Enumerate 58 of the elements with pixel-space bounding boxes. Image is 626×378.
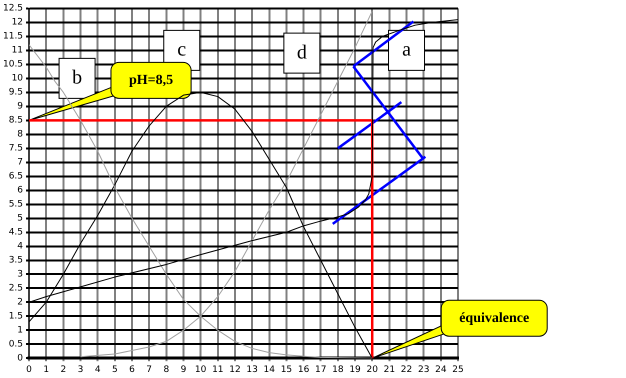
x-tick-label: 24 xyxy=(435,364,447,375)
annotation: a xyxy=(402,38,412,61)
annotation: d xyxy=(296,41,307,64)
y-tick-label: 2.5 xyxy=(8,284,24,294)
annotation: pH=8,5 xyxy=(128,72,174,88)
y-tick-label: 7.5 xyxy=(8,144,24,154)
x-tick-label: 4 xyxy=(94,364,101,375)
x-tick-label: 5 xyxy=(112,364,118,375)
annotation: c xyxy=(177,38,186,61)
y-tick-label: 12 xyxy=(12,18,24,28)
x-tick-label: 22 xyxy=(400,364,412,375)
x-tick-label: 21 xyxy=(384,364,396,375)
y-tick-label: 9.5 xyxy=(8,88,24,98)
y-tick-label: 11 xyxy=(12,46,24,56)
annotation: b xyxy=(72,66,82,89)
y-tick-label: 12.5 xyxy=(2,4,24,14)
y-tick-label: 11.5 xyxy=(2,32,24,42)
x-tick-label: 7 xyxy=(146,364,152,375)
y-tick-label: 3.5 xyxy=(8,256,24,266)
x-tick-label: 1 xyxy=(43,364,50,375)
y-tick-label: 4.5 xyxy=(8,228,24,238)
y-tick-label: 1.5 xyxy=(8,312,24,322)
x-tick-label: 6 xyxy=(129,364,136,375)
y-tick-label: 2 xyxy=(17,298,24,308)
x-tick-label: 19 xyxy=(349,364,362,375)
y-tick-label: 0 xyxy=(17,354,24,364)
y-tick-label: 9 xyxy=(17,102,24,112)
y-tick-label: 3 xyxy=(17,270,24,280)
x-tick-label: 10 xyxy=(194,364,207,375)
x-tick-label: 0 xyxy=(26,364,32,375)
x-tick-label: 2 xyxy=(60,364,66,375)
x-tick-label: 8 xyxy=(163,364,170,375)
y-tick-label: 6.5 xyxy=(8,172,24,182)
y-tick-label: 5 xyxy=(17,214,24,224)
y-tick-label: 5.5 xyxy=(8,200,24,210)
y-tick-label: 8.5 xyxy=(8,116,24,126)
x-tick-label: 11 xyxy=(212,364,224,375)
y-tick-label: 6 xyxy=(17,186,24,196)
x-tick-label: 16 xyxy=(298,364,310,375)
annotation: équivalence xyxy=(459,310,530,326)
y-tick-label: 10 xyxy=(12,74,24,84)
x-tick-label: 3 xyxy=(78,364,84,375)
y-tick-label: 4 xyxy=(17,242,24,252)
x-tick-label: 17 xyxy=(315,364,326,375)
y-tick-label: 7 xyxy=(17,158,24,168)
y-tick-label: 0.5 xyxy=(8,340,24,350)
x-tick-label: 13 xyxy=(246,364,258,375)
y-tick-label: 10.5 xyxy=(2,60,24,70)
x-tick-label: 20 xyxy=(366,364,378,375)
x-tick-label: 9 xyxy=(180,364,187,375)
x-tick-label: 18 xyxy=(332,364,344,375)
x-tick-label: 12 xyxy=(229,364,241,375)
x-tick-label: 14 xyxy=(264,364,276,375)
x-tick-label: 23 xyxy=(418,364,430,375)
y-tick-label: 1 xyxy=(17,326,24,336)
x-tick-label: 25 xyxy=(452,364,464,375)
x-tick-label: 15 xyxy=(280,364,292,375)
y-tick-label: 8 xyxy=(17,130,24,140)
